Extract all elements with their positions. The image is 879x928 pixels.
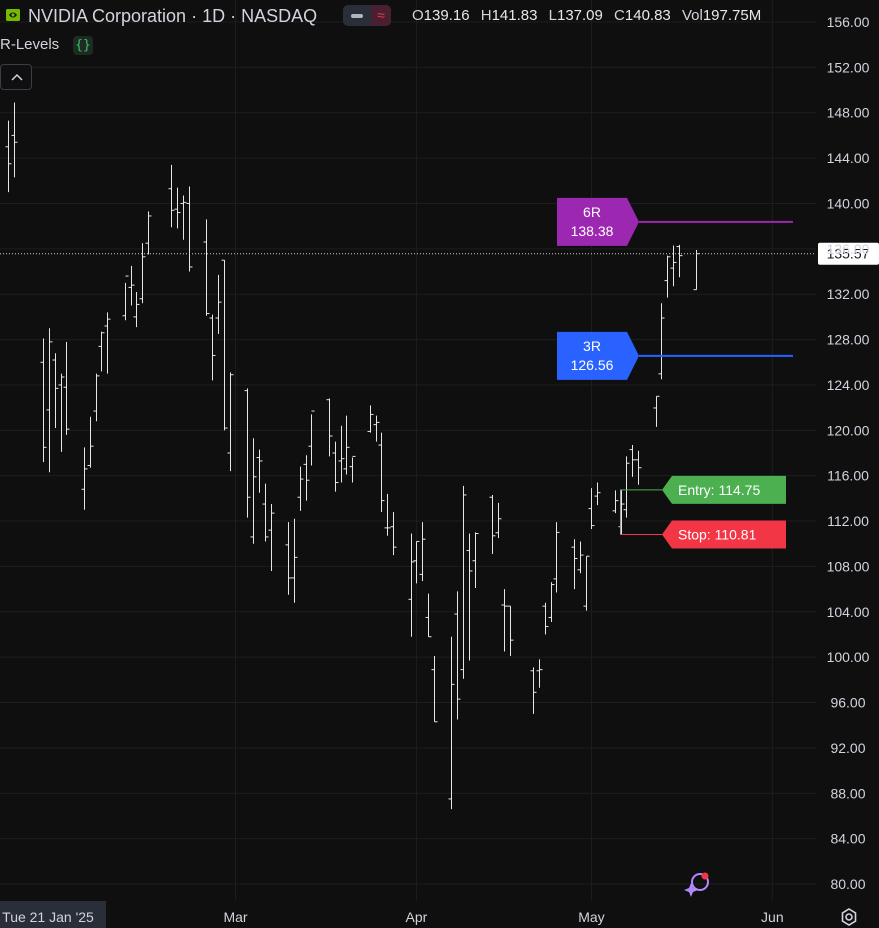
ohlc-bars — [5, 102, 700, 810]
stop-label: Stop: 110.81 — [678, 527, 757, 543]
symbol-title[interactable]: NVIDIA Corporation · 1D · NASDAQ — [28, 6, 318, 26]
y-tick-label: 104.00 — [827, 604, 870, 620]
close-value: 140.83 — [624, 7, 671, 24]
wave-icon[interactable]: ≈ — [371, 5, 391, 26]
y-tick-label: 120.00 — [827, 422, 870, 438]
y-tick-label: 156.00 — [827, 14, 870, 30]
x-crosshair-label-bg — [0, 901, 106, 928]
settings-gear-icon[interactable] — [838, 906, 860, 928]
y-tick-label: 84.00 — [830, 831, 865, 847]
y-tick-label: 132.00 — [827, 286, 870, 302]
entry-label: Entry: 114.75 — [678, 482, 760, 498]
last-price-label: 135.57 — [827, 246, 870, 262]
x-tick-label: Tue 21 Jan '25 — [2, 909, 94, 925]
code-braces-icon[interactable]: {} — [73, 36, 93, 55]
y-tick-label: 128.00 — [827, 332, 870, 348]
stop-tag — [662, 520, 786, 549]
y-tick-label: 96.00 — [830, 695, 865, 711]
y-tick-label: 108.00 — [827, 558, 870, 574]
y-tick-label: 116.00 — [827, 468, 869, 484]
minus-icon — [351, 14, 363, 18]
close-label: C — [614, 7, 625, 24]
y-tick-label: 100.00 — [827, 649, 870, 665]
high-label: H — [480, 7, 492, 24]
level-name: 6R — [583, 204, 601, 220]
y-tick-label: 152.00 — [827, 59, 870, 75]
time-axis: Tue 21 Jan '25 Mar Apr May Jun — [0, 901, 784, 928]
last-price-tag — [818, 242, 879, 265]
low-value: 137.09 — [556, 7, 603, 24]
indicator-name[interactable]: R-Levels — [0, 36, 60, 53]
x-tick-label: Jun — [761, 909, 784, 925]
chart-style-toggle[interactable]: ≈ — [343, 5, 391, 26]
y-tick-label: 88.00 — [830, 785, 865, 801]
low-label: L — [548, 7, 557, 24]
price-axis: 156.00 152.00 148.00 144.00 140.00 136.00 132.… — [827, 14, 870, 892]
grid-lines — [0, 0, 816, 900]
flash-sparkle-icon[interactable] — [680, 870, 712, 898]
open-value: 139.16 — [423, 7, 470, 24]
level-flag — [557, 331, 639, 380]
x-tick-label: Mar — [223, 909, 247, 925]
y-tick-label: 92.00 — [830, 740, 865, 756]
level-value: 126.56 — [571, 357, 614, 373]
y-tick-label: 136.00 — [827, 241, 870, 257]
chevron-up-icon — [11, 73, 23, 81]
ohlc-readout: O139.16 H141.83 L137.09 C140.83 Vol197.7… — [412, 7, 768, 24]
y-tick-label: 124.00 — [827, 377, 870, 393]
chart-header: NVIDIA Corporation · 1D · NASDAQ ≈ O139.… — [0, 0, 820, 32]
x-tick-label: Apr — [406, 909, 428, 925]
nvidia-logo-icon — [6, 9, 20, 21]
volume-label: Vol — [681, 7, 703, 24]
entry-tag — [662, 475, 786, 504]
level-name: 3R — [583, 338, 601, 354]
r-levels: 135.57 6R 138.38 3R 126.56 Entry: 114.75 Stop:… — [0, 197, 879, 549]
high-value: 141.83 — [491, 7, 538, 24]
y-tick-label: 140.00 — [827, 195, 870, 211]
level-flag — [557, 197, 639, 246]
x-tick-label: May — [578, 909, 604, 925]
collapse-legend-button[interactable] — [0, 64, 32, 90]
y-tick-label: 144.00 — [827, 150, 870, 166]
y-tick-label: 80.00 — [830, 876, 865, 892]
y-tick-label: 112.00 — [827, 513, 869, 529]
open-label: O — [412, 7, 424, 24]
level-value: 138.38 — [571, 223, 614, 239]
volume-value: 197.75M — [702, 7, 762, 24]
y-tick-label: 148.00 — [827, 105, 870, 121]
